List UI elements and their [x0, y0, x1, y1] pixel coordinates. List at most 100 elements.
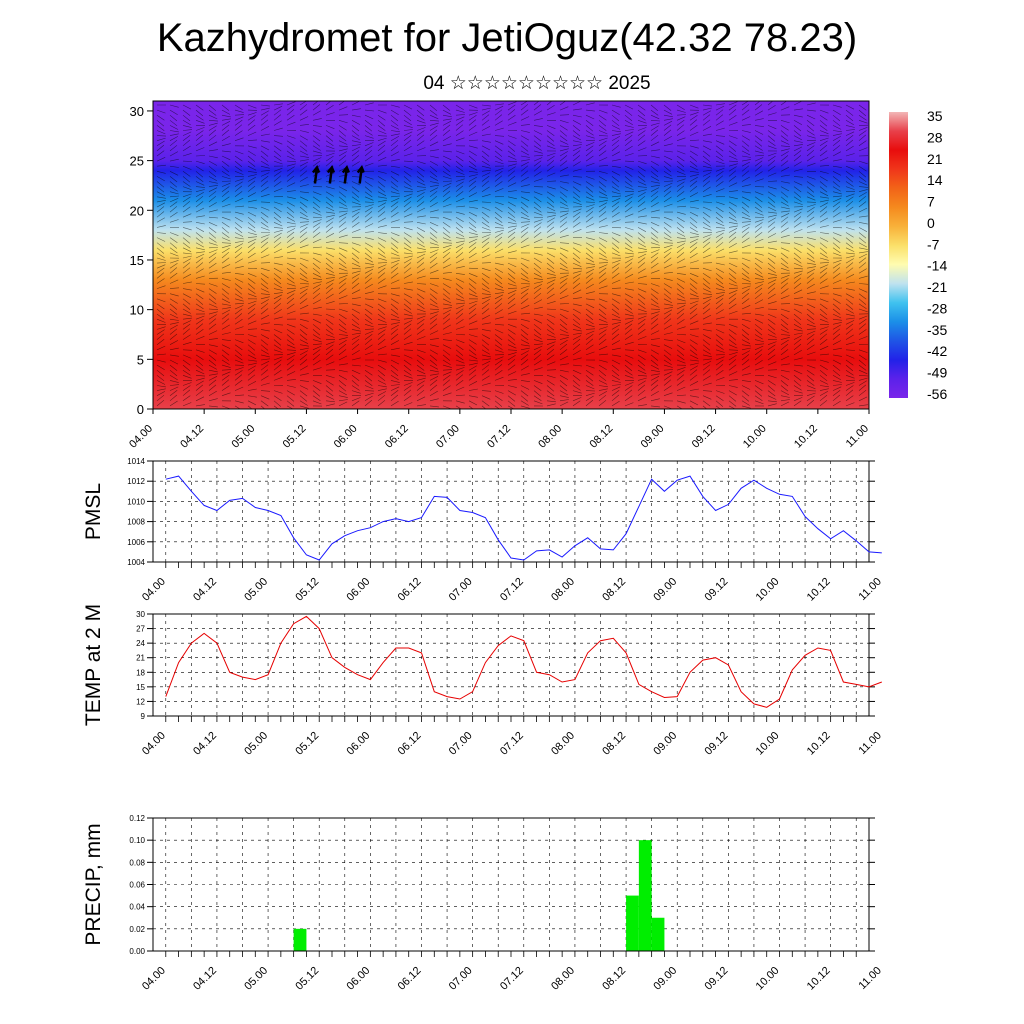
wind-barb-row-24 — [156, 221, 868, 234]
wind-barbs — [156, 101, 869, 409]
g-pmsl-ytick-label: 1012 — [127, 477, 145, 486]
precip-ytick-label: 0.08 — [129, 858, 145, 867]
wind-barb-row-6 — [156, 129, 867, 142]
heat-ytick-label: 0 — [137, 402, 144, 417]
precip-ytick-label: 0.12 — [129, 814, 145, 823]
colorbar-label: -35 — [927, 322, 947, 338]
colorbar-label: 7 — [927, 194, 935, 210]
wind-barb-row-10 — [156, 149, 869, 162]
precip-ytick-label: 0.02 — [129, 925, 145, 934]
g-pmsl-ytick-label: 1010 — [127, 497, 145, 506]
colorbar-label: -42 — [927, 343, 947, 359]
g-temp-series-line — [165, 615, 882, 708]
colorbar-fill — [889, 112, 908, 398]
wind-arrow-2 — [341, 165, 350, 184]
heat-xtick-label: 09.00 — [639, 423, 667, 451]
wind-barb-row-40 — [156, 303, 868, 316]
wind-barb-row-26 — [156, 231, 867, 244]
temp-panel: 9 12 15 18 21 24 27 30 04.00 04.12 05.00 05.12 06.00… — [82, 604, 884, 758]
g-pmsl-xtick-label: 11.00 — [857, 576, 884, 603]
heat-xtick-label: 04.12 — [178, 423, 206, 451]
g-temp-ytick-label: 9 — [141, 712, 146, 721]
wind-barb-row-16 — [156, 180, 869, 193]
wind-arrow-3 — [356, 165, 365, 184]
wind-barb-row-2 — [156, 109, 867, 122]
colorbar-label: -7 — [927, 236, 940, 252]
g-temp-xtick-label: 06.00 — [345, 730, 373, 758]
wind-barb-row-45 — [156, 328, 867, 341]
wind-barb-row-51 — [156, 359, 867, 372]
wind-barb-row-27 — [156, 236, 868, 249]
g-pmsl-ylabel: PMSL — [82, 483, 105, 540]
heat-ytick-label: 10 — [130, 303, 144, 318]
heat-xtick-label: 07.00 — [434, 423, 462, 451]
g-temp-xtick-label: 11.00 — [857, 730, 884, 757]
g-pmsl-xtick-label: 08.00 — [549, 576, 577, 604]
heat-xtick-label: 08.00 — [536, 423, 564, 451]
precip-bar-2 — [638, 840, 652, 951]
wind-barb-row-19 — [156, 195, 867, 208]
wind-barb-row-1 — [156, 104, 867, 117]
precip-bar-1 — [626, 895, 639, 951]
wind-barb-row-37 — [156, 287, 867, 300]
g-temp-xtick-label: 05.12 — [293, 730, 321, 758]
precip-xtick-label: 10.00 — [754, 965, 782, 993]
g-pmsl-series-line — [165, 475, 882, 561]
precip-ytick-label: 0.04 — [129, 903, 145, 912]
wind-barb-row-39 — [156, 297, 867, 310]
g-temp-xtick-label: 08.00 — [549, 730, 577, 758]
precip-xtick-label: 09.12 — [703, 965, 731, 993]
heat-field — [153, 101, 869, 409]
heat-xtick-label: 10.00 — [741, 423, 769, 451]
wind-barb-row-33 — [156, 267, 867, 280]
g-temp-ytick-label: 15 — [136, 683, 145, 692]
wind-arrow-1 — [326, 165, 336, 184]
precip-ytick-label: 0.00 — [129, 947, 145, 956]
wind-barb-row-58 — [156, 394, 868, 407]
g-temp-ytick-label: 18 — [136, 668, 145, 677]
wind-barb-row-52 — [156, 364, 868, 377]
g-temp-ytick-label: 21 — [136, 654, 145, 663]
g-pmsl-xtick-label: 08.12 — [600, 576, 628, 604]
g-temp-frame — [152, 613, 870, 717]
heat-xtick-label: 05.00 — [229, 423, 257, 451]
colorbar-label: -28 — [927, 300, 947, 316]
wind-barb-row-36 — [156, 282, 868, 295]
wind-barb-row-25 — [156, 226, 867, 239]
wind-barb-row-54 — [156, 374, 868, 387]
heat-xtick-label: 04.00 — [127, 423, 155, 451]
g-temp-ytick-label: 27 — [136, 625, 145, 634]
g-pmsl-xtick-label: 06.12 — [396, 576, 424, 604]
wind-barb-row-3 — [156, 114, 868, 127]
precip-xtick-label: 06.12 — [396, 965, 424, 993]
wind-barb-row-35 — [156, 277, 869, 290]
colorbar-label: 35 — [927, 108, 943, 124]
precip-xtick-label: 04.00 — [140, 965, 168, 993]
colorbar-label: -56 — [927, 386, 947, 402]
g-temp-xtick-label: 05.00 — [242, 730, 270, 758]
g-pmsl-ytick-label: 1006 — [127, 538, 145, 547]
wind-barb-row-18 — [156, 190, 867, 203]
precip-xtick-label: 05.12 — [293, 965, 321, 993]
g-temp-xtick-label: 04.12 — [191, 730, 219, 758]
g-temp-xtick-label: 08.12 — [600, 730, 628, 758]
heat-xtick-label: 10.12 — [792, 423, 820, 451]
heat-xtick-label: 07.12 — [485, 423, 513, 451]
g-pmsl-xtick-label: 10.12 — [805, 576, 833, 604]
g-temp-xtick-label: 10.12 — [805, 730, 833, 758]
precip-frame — [152, 817, 870, 952]
g-pmsl-xtick-label: 05.00 — [242, 576, 270, 604]
heat-xtick-label: 05.12 — [281, 423, 309, 451]
precip-xtick-label: 07.00 — [447, 965, 475, 993]
g-pmsl-xtick-label: 10.00 — [754, 576, 782, 604]
precip-xtick-label: 08.00 — [549, 965, 577, 993]
wind-barb-row-48 — [156, 343, 868, 356]
precip-xtick-label: 09.00 — [651, 965, 679, 993]
wind-barb-row-44 — [156, 323, 867, 336]
g-pmsl-xtick-label: 09.12 — [703, 576, 731, 604]
wind-barb-row-32 — [156, 262, 867, 275]
g-temp-xtick-label: 04.00 — [140, 730, 168, 758]
colorbar-label: 14 — [927, 172, 943, 188]
wind-barb-row-7 — [156, 134, 867, 147]
g-pmsl-xtick-label: 05.12 — [293, 576, 321, 604]
